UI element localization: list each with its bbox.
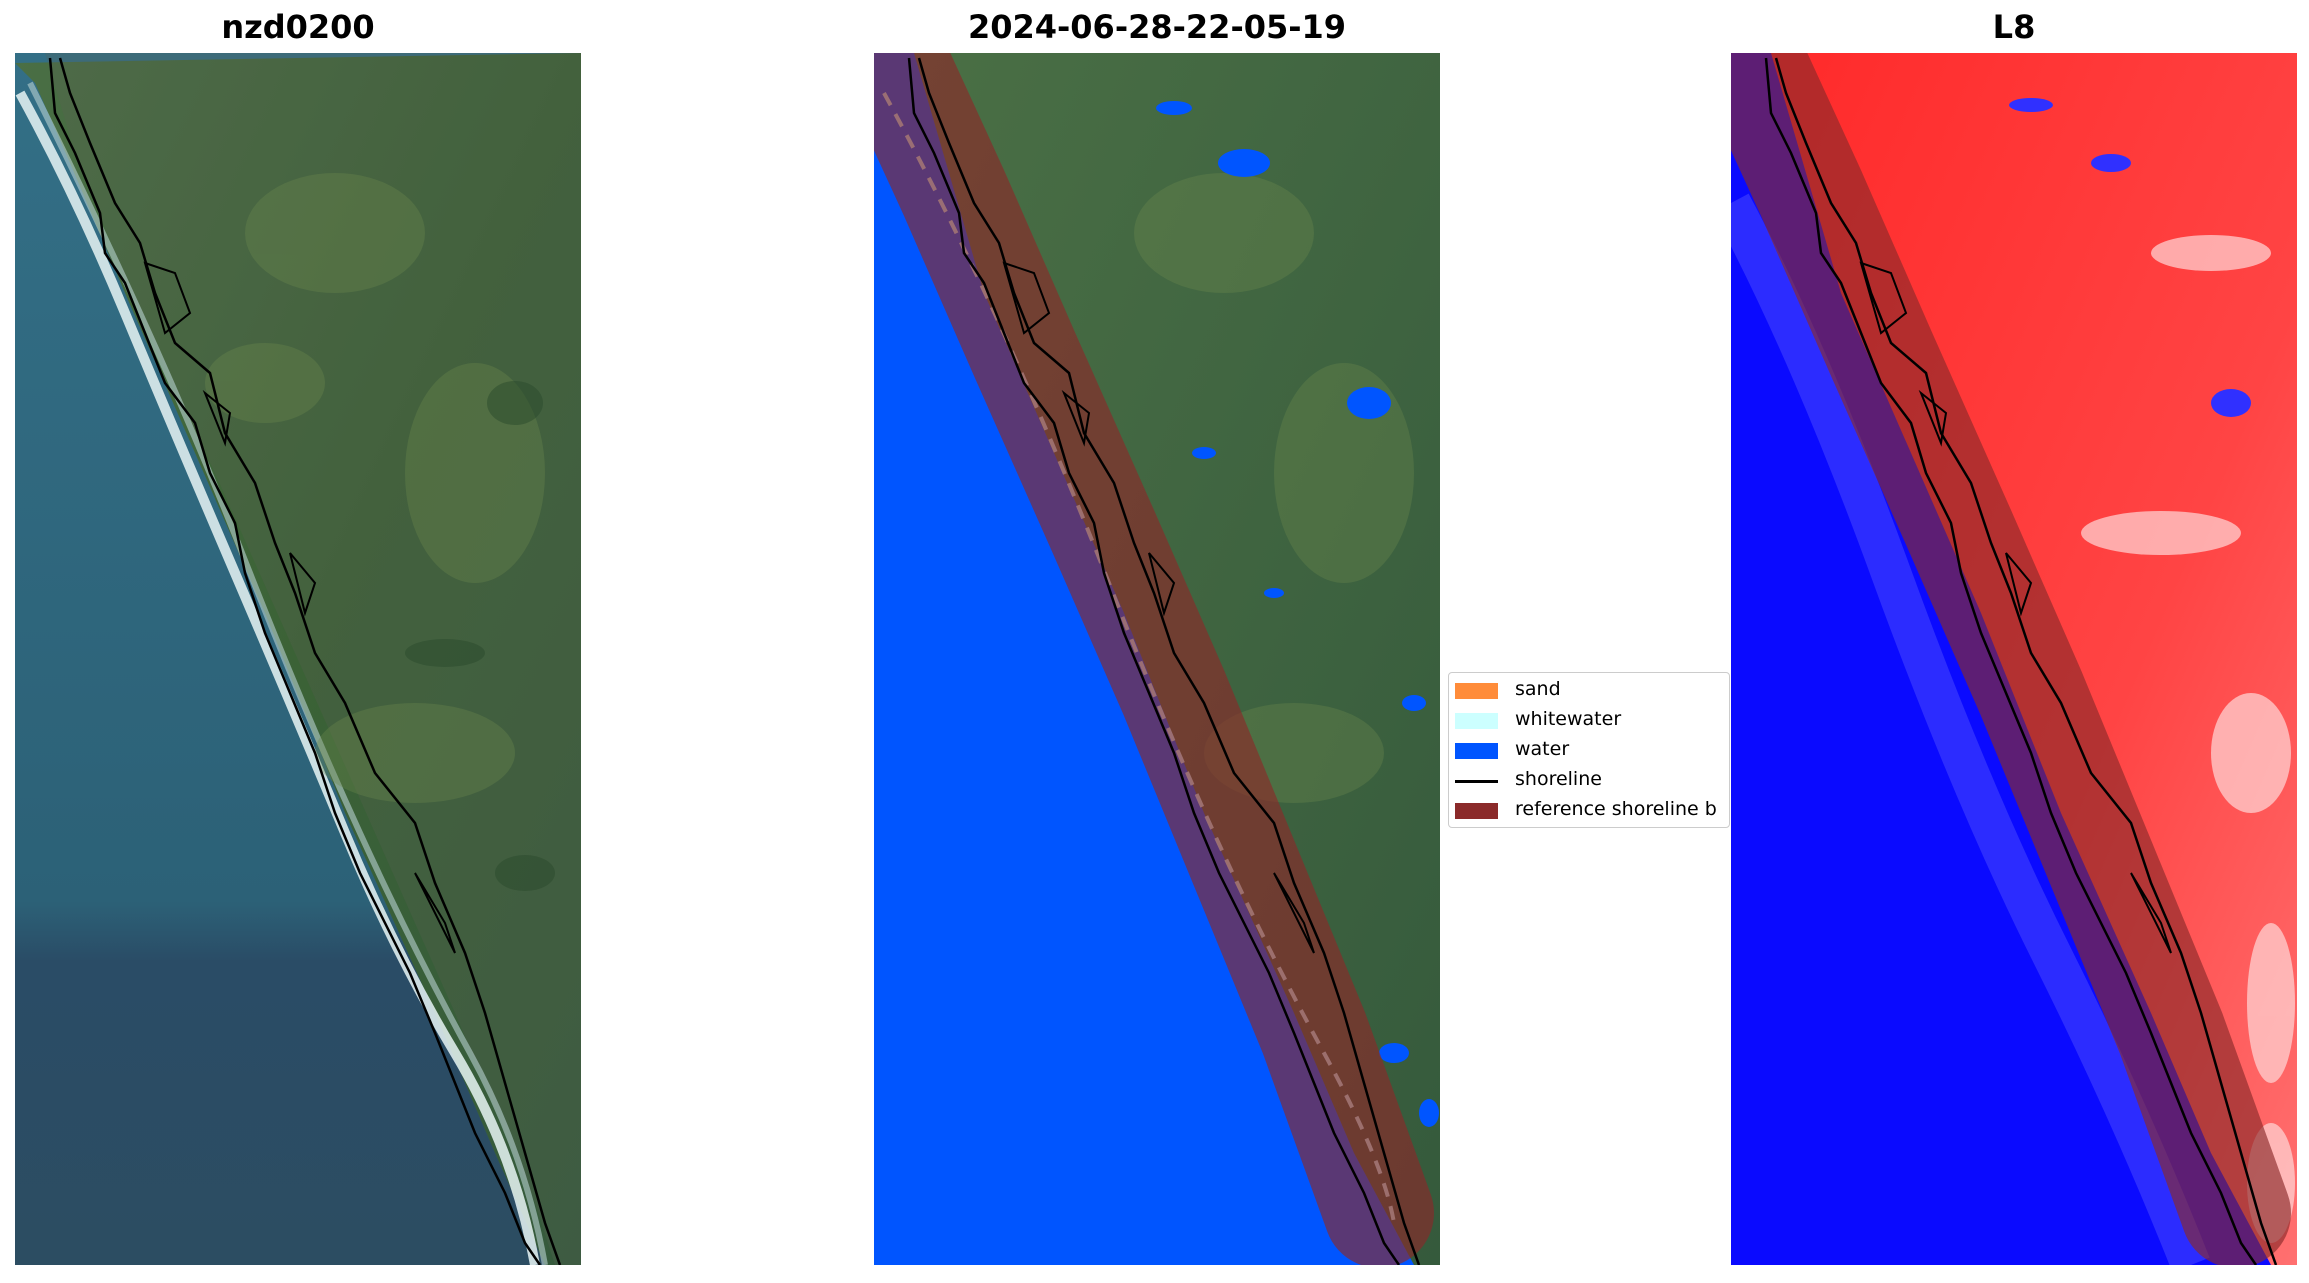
panel-title-index: L8 [1992, 8, 2036, 46]
water-swatch [1455, 743, 1498, 759]
legend-label: reference shoreline b [1515, 798, 1717, 820]
legend-label: shoreline [1515, 768, 1602, 790]
legend: sand whitewater water shoreline referenc… [1448, 672, 1730, 828]
legend-item-water: water [1449, 735, 1729, 765]
index-panel-overlap [1731, 53, 1732, 54]
rgb-image-panel [15, 53, 581, 1265]
shoreline-line-swatch [1455, 780, 1498, 783]
legend-label: whitewater [1515, 708, 1622, 730]
rgb-image [15, 53, 581, 1265]
panel-title-rgb: nzd0200 [221, 8, 375, 46]
whitewater-swatch [1455, 713, 1498, 729]
panel-title-classified: 2024-06-28-22-05-19 [967, 8, 1347, 46]
reference-buffer-swatch [1455, 803, 1498, 819]
index-image [1731, 53, 2297, 1265]
index-image-panel [1731, 53, 2297, 1265]
legend-label: water [1515, 738, 1570, 760]
legend-item-reference-buffer: reference shoreline b [1449, 795, 1729, 825]
legend-item-sand: sand [1449, 675, 1729, 705]
legend-item-whitewater: whitewater [1449, 705, 1729, 735]
classified-image-panel [874, 53, 1440, 1265]
legend-item-shoreline: shoreline [1449, 765, 1729, 795]
sand-swatch [1455, 683, 1498, 699]
legend-label: sand [1515, 678, 1561, 700]
classified-image [874, 53, 1440, 1265]
